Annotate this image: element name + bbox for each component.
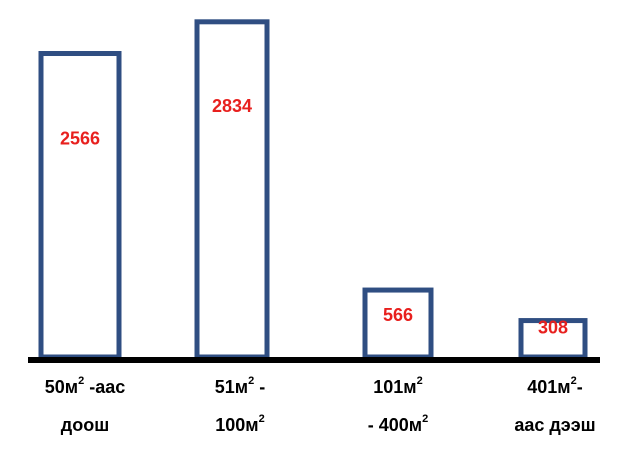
bar-value-label: 2566 (60, 129, 100, 149)
category-label: 401м2- аас дээш (480, 368, 630, 444)
category-label-line: 100м2 (215, 413, 265, 436)
category-label-line: 51м2 - (214, 375, 266, 398)
category-label: 101м2 - 400м2 (323, 368, 473, 444)
superscript: 2 (258, 413, 265, 425)
superscript: 2 (248, 375, 255, 387)
category-label-line: аас дээш (514, 415, 596, 435)
category-label-line: 50м2 -аас (44, 375, 126, 398)
category-label-line: - 400м2 (367, 413, 429, 436)
bar-1 (38, 51, 122, 360)
bar-value-label: 308 (538, 318, 568, 338)
category-label-line: 401м2- (527, 375, 583, 398)
bar-4 (518, 318, 588, 360)
superscript: 2 (570, 375, 577, 387)
category-label: 50м2 -аас доош (10, 368, 160, 444)
category-label-line: 101м2 (373, 375, 423, 398)
bar-value-label: 566 (383, 305, 413, 325)
superscript: 2 (416, 375, 423, 387)
superscript: 2 (422, 413, 429, 425)
category-label-line: доош (60, 415, 110, 435)
bar-2 (194, 19, 270, 360)
category-label: 51м2 - 100м2 (165, 368, 315, 444)
superscript: 2 (78, 375, 85, 387)
bar-value-label: 2834 (212, 96, 252, 116)
